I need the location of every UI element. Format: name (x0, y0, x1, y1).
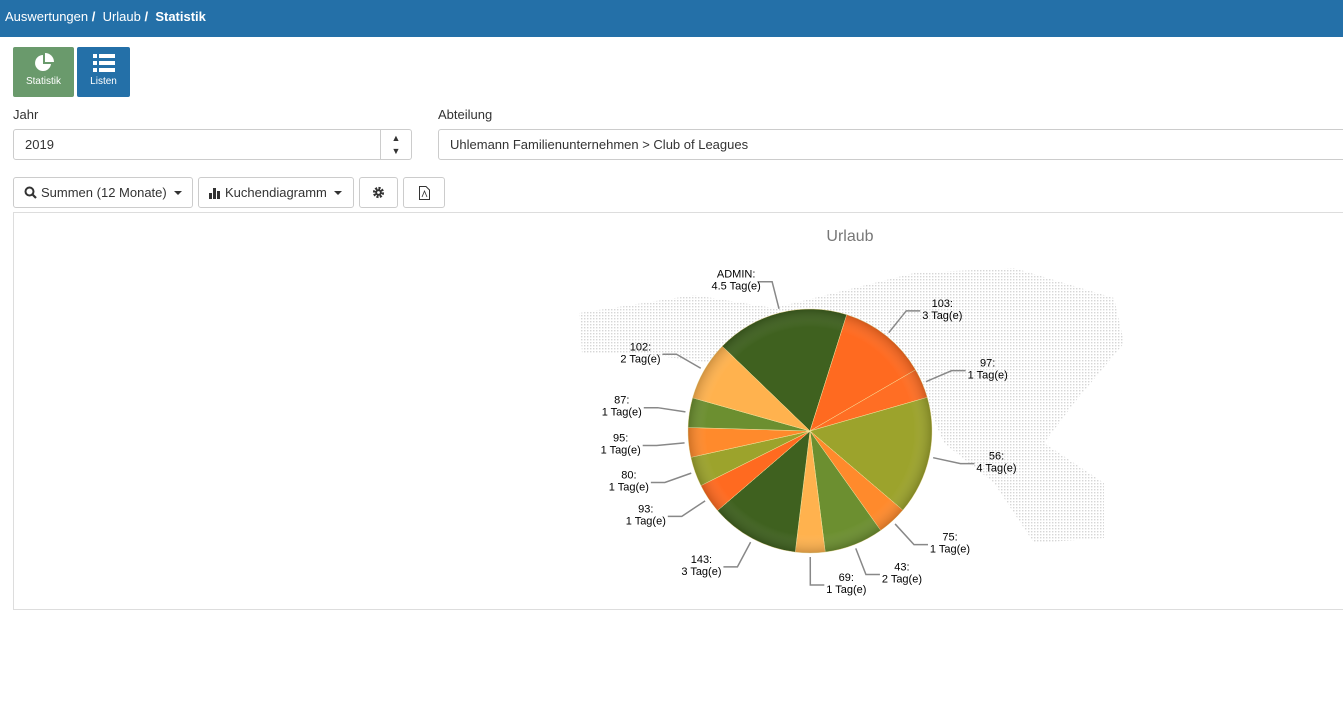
data-label-102: 102: 2 Tag(e) (620, 341, 660, 365)
data-label-75: 75: 1 Tag(e) (930, 532, 970, 556)
breadcrumb-urlaub[interactable]: Urlaub (102, 9, 141, 24)
caret-down-icon (333, 190, 342, 195)
connector-ADMIN (758, 280, 780, 310)
year-spinner[interactable]: ▲ ▼ (380, 130, 411, 159)
connector-56 (932, 456, 975, 465)
pdf-file-icon (418, 185, 430, 200)
data-label-93: 93: 1 Tag(e) (626, 503, 666, 527)
chart-title: Urlaub (826, 228, 873, 245)
data-label-97: 97: 1 Tag(e) (968, 358, 1008, 382)
pie-chart: Urlaub ADMIN: 4.5 Tag(e) 103: 3 Tag(e) 97: 1 … (579, 228, 1124, 596)
data-label-87: 87: 1 Tag(e) (602, 395, 642, 419)
chart-type-dropdown[interactable]: Kuchendiagramm (198, 177, 354, 208)
year-input[interactable]: 2019 ▲ ▼ (13, 129, 412, 160)
connector-93 (667, 500, 706, 518)
data-label-43: 43: 2 Tag(e) (882, 561, 922, 585)
connector-95 (642, 442, 685, 447)
department-select[interactable]: Uhlemann Familienunternehmen > Club of L… (438, 129, 1343, 160)
connector-80 (650, 472, 692, 484)
list-icon (92, 54, 115, 72)
settings-button[interactable] (359, 177, 398, 208)
gear-icon (372, 186, 385, 199)
pie-chart-icon (34, 53, 54, 71)
statistik-label: Statistik (25, 76, 61, 87)
chart-panel: Urlaub ADMIN: 4.5 Tag(e) 103: 3 Tag(e) 97: 1 … (13, 212, 1343, 610)
data-label-95: 95: 1 Tag(e) (601, 433, 641, 457)
year-label: Jahr (13, 107, 39, 122)
data-label-69: 69: 1 Tag(e) (826, 572, 866, 596)
connector-97 (925, 369, 966, 383)
breadcrumb-auswertungen[interactable]: Auswertungen (5, 9, 89, 24)
search-icon (24, 186, 37, 199)
data-label-143: 143: 3 Tag(e) (681, 554, 721, 578)
connector-43 (855, 548, 880, 576)
breadcrumb-statistik: Statistik (155, 9, 206, 24)
pdf-export-button[interactable] (403, 177, 445, 208)
sums-dropdown[interactable]: Summen (12 Monate) (13, 177, 193, 208)
listen-label: Listen (90, 76, 117, 87)
department-label: Abteilung (438, 107, 493, 122)
data-label-103: 103: 3 Tag(e) (922, 298, 962, 322)
year-value: 2019 (25, 137, 54, 152)
caret-down-icon (173, 190, 182, 195)
connector-69 (809, 556, 825, 586)
listen-tile[interactable]: Listen (77, 47, 130, 97)
sums-label: Summen (12 Monate) (41, 185, 167, 200)
chart-type-label: Kuchendiagramm (225, 185, 327, 200)
breadcrumb: Auswertungen / Urlaub / Statistik (0, 0, 1343, 37)
connector-143 (723, 541, 752, 568)
statistik-tile[interactable]: Statistik (13, 47, 74, 97)
connector-75 (894, 523, 928, 546)
data-label-80: 80: 1 Tag(e) (609, 469, 649, 493)
data-label-56: 56: 4 Tag(e) (976, 451, 1016, 475)
department-value: Uhlemann Familienunternehmen > Club of L… (450, 137, 749, 152)
data-label-ADMIN: ADMIN: 4.5 Tag(e) (711, 269, 760, 293)
bar-chart-icon (209, 187, 220, 199)
connector-87 (643, 406, 686, 413)
